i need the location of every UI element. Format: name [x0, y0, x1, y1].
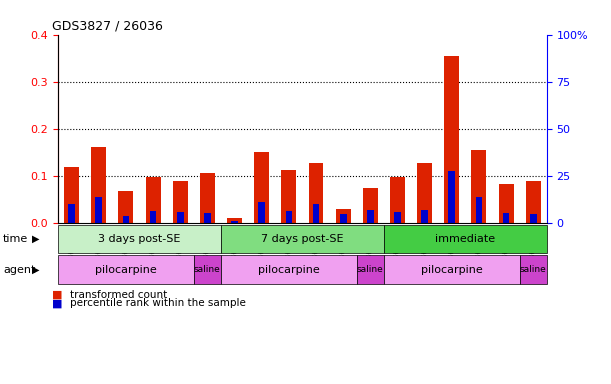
Bar [91, 147, 106, 223]
Bar [123, 216, 130, 223]
Bar [150, 211, 156, 223]
Text: 3 days post-SE: 3 days post-SE [98, 234, 181, 244]
Bar [119, 191, 133, 223]
Bar [422, 210, 428, 223]
Bar [363, 188, 378, 223]
Text: agent: agent [3, 265, 35, 275]
Text: percentile rank within the sample: percentile rank within the sample [70, 298, 246, 308]
Bar [444, 56, 459, 223]
Text: transformed count: transformed count [70, 290, 167, 300]
Bar [503, 214, 510, 223]
Bar [367, 210, 374, 223]
Bar [254, 152, 269, 223]
Bar [177, 212, 183, 223]
Bar [526, 181, 541, 223]
Bar [309, 162, 323, 223]
Bar [530, 214, 536, 223]
Text: GDS3827 / 26036: GDS3827 / 26036 [52, 20, 163, 33]
Bar [173, 181, 188, 223]
Bar [390, 177, 405, 223]
Text: saline: saline [194, 265, 221, 274]
Bar [313, 204, 320, 223]
Text: pilocarpine: pilocarpine [421, 265, 483, 275]
Bar [475, 197, 482, 223]
Bar [472, 150, 486, 223]
Bar [227, 218, 242, 223]
Text: 7 days post-SE: 7 days post-SE [261, 234, 344, 244]
Bar [499, 184, 514, 223]
Bar [258, 202, 265, 223]
Bar [282, 170, 296, 223]
Bar [335, 209, 351, 223]
Text: saline: saline [357, 265, 384, 274]
Text: ▶: ▶ [32, 265, 39, 275]
Text: pilocarpine: pilocarpine [95, 265, 157, 275]
Bar [394, 212, 401, 223]
Text: ■: ■ [52, 290, 62, 300]
Bar [448, 171, 455, 223]
Text: saline: saline [520, 265, 547, 274]
Bar [64, 167, 79, 223]
Text: ▶: ▶ [32, 234, 39, 244]
Text: immediate: immediate [435, 234, 496, 244]
Bar [204, 214, 211, 223]
Text: pilocarpine: pilocarpine [258, 265, 320, 275]
Bar [340, 214, 346, 223]
Bar [231, 221, 238, 223]
Bar [95, 197, 102, 223]
Text: time: time [3, 234, 28, 244]
Bar [68, 204, 75, 223]
Bar [200, 173, 215, 223]
Bar [145, 177, 161, 223]
Text: ■: ■ [52, 298, 62, 308]
Bar [417, 163, 432, 223]
Bar [285, 211, 292, 223]
